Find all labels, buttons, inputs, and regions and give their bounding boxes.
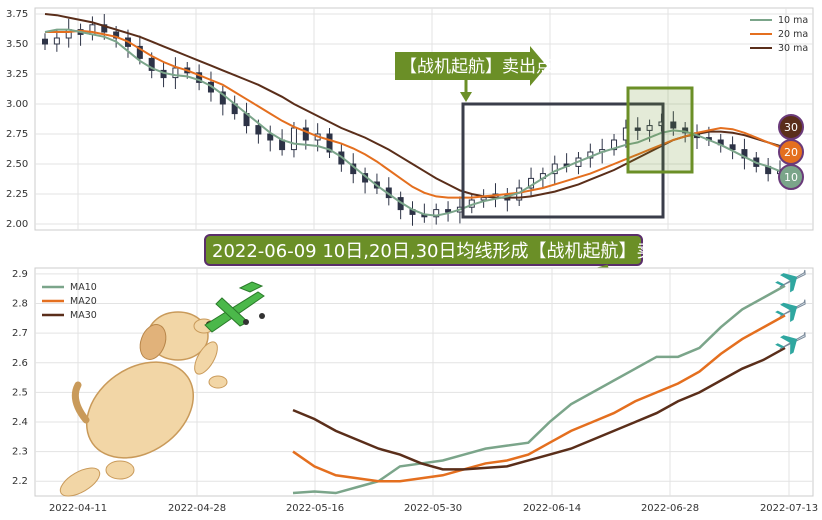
series-MA20-line [292,314,786,483]
badge-10-text: 10 [784,171,798,184]
top-y-tick-label: 3.50 [6,39,28,50]
candle-body [219,91,226,105]
highlight-rectangle [626,86,694,174]
x-tick-label: 2022-04-28 [168,503,226,514]
bottom-y-tick-label: 2.9 [12,269,28,280]
ma-line-panel: 2.22.32.42.52.62.72.82.9 2022-04-11 2022-… [12,267,818,514]
plane-icon [775,299,806,323]
plane-icon [775,332,806,355]
x-tick-label: 2022-05-16 [286,503,344,514]
candle-body [267,133,274,141]
title-banner-text: 2022-06-09 10日,20日,30日均线形成【战机起航】卖出点 [212,241,690,262]
candlestick-panel: 2.00 2.25 2.50 2.75 3.00 3.25 3.50 3.75 10 ma 2… [6,7,814,231]
bottom-y-tick-label: 2.8 [12,299,28,310]
candle-body [326,133,333,153]
candle-body [611,139,618,151]
series-MA10-line [292,284,786,495]
legend-ma10: 10 ma [778,15,808,26]
top-y-tick-label: 3.00 [6,99,28,110]
x-tick-label: 2022-06-28 [641,503,699,514]
plane-wing [790,338,798,355]
bottom-y-ticks: 2.2 2.3 2.4 2.5 2.6 2.7 2.8 2.9 [12,269,28,487]
candle-body [741,149,748,159]
candle-body [113,31,120,39]
plane-icon [775,269,806,293]
bottom-y-tick-label: 2.3 [12,447,28,458]
top-y-tick-label: 2.75 [6,129,28,140]
candle-body [729,144,736,151]
candle-body [634,127,641,131]
plane-tail [775,281,785,286]
plane-wing [780,335,798,343]
legend-MA10: MA10 [70,282,97,293]
top-y-tick-label: 2.50 [6,159,28,170]
green-plane-icon [204,281,265,333]
top-grid [35,8,813,230]
badge-10 [778,164,804,190]
candle-body [290,127,297,151]
legend-ma20: 20 ma [778,29,808,40]
plane-wing [780,273,798,281]
top-y-ticks: 2.00 2.25 2.50 2.75 3.00 3.25 3.50 3.75 [6,9,28,230]
candle-body [172,67,179,79]
candle-body [445,209,452,213]
signal-arrow-label: 【战机起航】卖出点 [395,46,553,102]
bottom-ma-lines [292,284,786,495]
bottom-y-tick-label: 2.2 [12,476,28,487]
bottom-y-tick-label: 2.4 [12,417,28,428]
bottom-y-tick-label: 2.5 [12,387,28,398]
top-ma30-line [44,13,781,199]
candle-body [670,121,677,129]
bottom-y-tick-label: 2.7 [12,328,28,339]
plane-wing [780,302,798,311]
candle-body [646,125,653,131]
plane-icons [775,269,806,355]
candle-body [196,72,203,83]
bottom-legend: MA10 MA20 MA30 [42,282,97,321]
candle-body [551,163,558,175]
legend-MA30: MA30 [70,310,97,321]
candle-body [433,209,440,218]
badge-30-text: 30 [784,121,798,134]
candle-body [101,24,108,33]
bottom-x-ticks: 2022-04-11 2022-04-28 2022-05-16 2022-05-30… [49,503,818,514]
badge-20-text: 20 [784,146,798,159]
plane-tail [775,310,785,316]
legend-MA20: MA20 [70,296,97,307]
signal-rectangle [461,102,665,219]
top-y-tick-label: 2.25 [6,189,28,200]
series-MA30-line [292,346,786,471]
top-y-tick-label: 3.75 [6,9,28,20]
candle-body [480,197,487,201]
top-ma20-line [45,29,781,199]
legend-ma30: 30 ma [778,43,808,54]
plane-tail [775,343,785,348]
top-ma10-line [44,28,781,217]
candle-body [255,125,262,135]
top-y-tick-label: 2.00 [6,219,28,230]
candle-body [302,127,309,141]
x-tick-label: 2022-07-13 [760,503,818,514]
plane-wing [790,306,798,323]
candle-body [42,38,48,45]
candle-body [53,37,60,45]
top-ma-lines [44,13,781,217]
ma-badges: 30 20 10 [778,114,804,190]
candle-body [148,57,155,71]
bottom-y-tick-label: 2.6 [12,358,28,369]
plane-wing [790,276,798,293]
top-y-tick-label: 3.25 [6,69,28,80]
top-legend: 10 ma 20 ma 30 ma [750,15,808,54]
signal-arrow-text: 【战机起航】卖出点 [400,57,553,77]
x-tick-label: 2022-05-30 [404,503,462,514]
candle-body [136,45,143,59]
x-tick-label: 2022-04-11 [49,503,107,514]
x-tick-label: 2022-06-14 [523,503,581,514]
